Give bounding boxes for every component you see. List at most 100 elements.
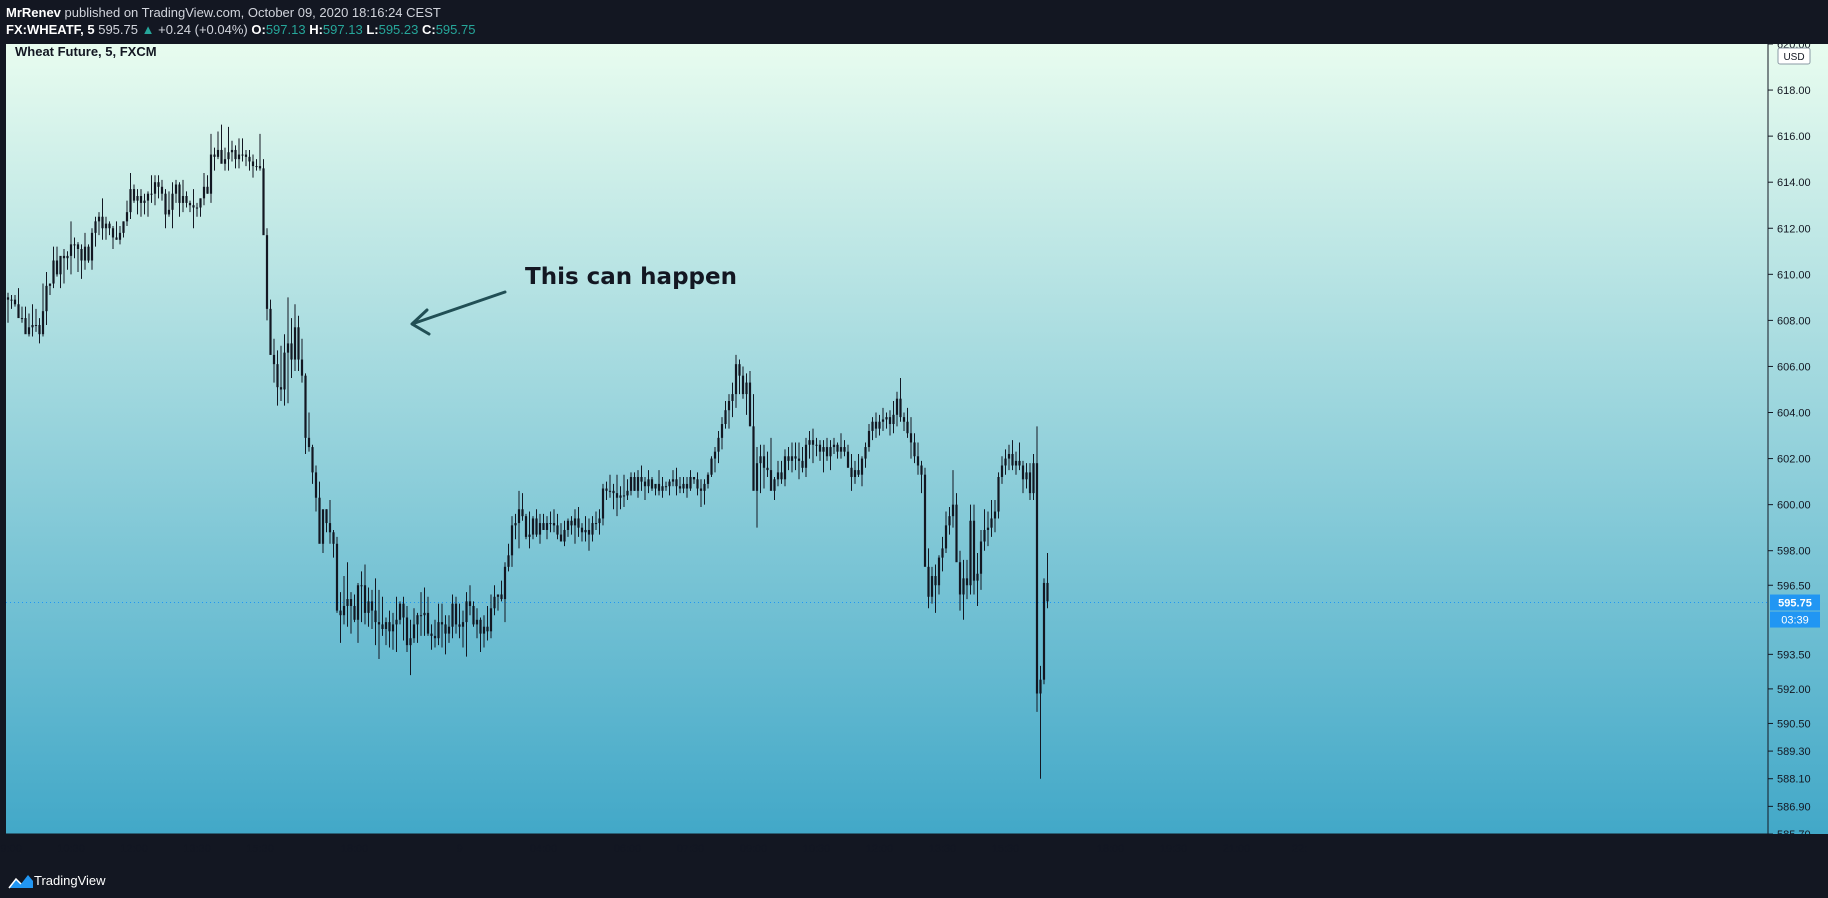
candle-body [234, 149, 237, 160]
candle [664, 481, 668, 491]
candle [447, 615, 451, 643]
candle [752, 394, 755, 491]
candle [636, 470, 640, 498]
candle [755, 447, 759, 528]
candles [6, 124, 1049, 779]
candle [258, 133, 262, 171]
candle-body [920, 465, 923, 475]
candle [514, 513, 517, 540]
candle-body [146, 193, 150, 201]
candlestick-chart[interactable]: 620.00618.00616.00614.00612.00610.00608.… [0, 44, 1828, 864]
price-tick-label: 610.00 [1777, 269, 1811, 281]
candle [374, 578, 377, 646]
candle-body [335, 543, 339, 611]
candle [272, 338, 276, 383]
candle-body [1021, 465, 1025, 480]
candle-body [153, 182, 157, 194]
candle-body [591, 523, 594, 535]
candle [160, 179, 164, 201]
candle [122, 221, 125, 238]
candle-body [1025, 472, 1028, 480]
candle [790, 442, 794, 473]
symbol-label[interactable]: FX:WHEATF, 5 [6, 22, 95, 37]
candle-body [787, 456, 790, 461]
currency-label[interactable]: USD [1783, 52, 1804, 63]
candle-body [710, 458, 713, 475]
footer-brand[interactable]: TradingView [34, 873, 106, 888]
candle-body [248, 156, 251, 162]
time-tick-label: 22: [1292, 843, 1307, 855]
candle [440, 603, 444, 648]
candle-body [384, 622, 388, 630]
candle [713, 447, 717, 473]
candle-body [850, 467, 853, 478]
candle-body [815, 444, 818, 446]
candle [895, 391, 899, 427]
candle-body [150, 193, 153, 195]
candle-body [531, 518, 535, 535]
candle [941, 536, 944, 572]
candle-body [500, 594, 503, 600]
candle-body [160, 186, 164, 194]
candle-body [507, 555, 510, 567]
candle-body [1004, 458, 1007, 466]
candle [535, 509, 538, 537]
candle [626, 479, 629, 501]
candle-body [783, 456, 787, 480]
candle-body [321, 509, 325, 544]
tradingview-logo-icon[interactable] [8, 872, 34, 890]
candle-body [87, 246, 90, 261]
candle [370, 589, 374, 630]
candle [542, 513, 545, 530]
candle-body [108, 223, 111, 229]
candle-body [76, 244, 80, 249]
candle-body [916, 456, 920, 466]
candle [678, 477, 682, 494]
candle-body [1032, 463, 1035, 494]
candle-body [703, 483, 706, 491]
candle-body [486, 626, 489, 632]
time-axis[interactable]: 09:00 10:30 12:00 13:30 15:30 18:00 9 04:00 06:0… [0, 834, 1307, 855]
candle-body [713, 451, 717, 459]
candle-body [584, 529, 587, 533]
candle [601, 483, 605, 526]
candle-body [444, 624, 447, 634]
candle [115, 221, 118, 240]
candle-body [619, 495, 622, 498]
candle [454, 596, 458, 634]
candle-body [220, 149, 223, 164]
candle-body [832, 444, 836, 448]
candle-body [185, 196, 188, 203]
candle [682, 477, 685, 494]
publisher-name[interactable]: MrRenev [6, 5, 61, 20]
candle-body [332, 532, 335, 544]
candle-body [101, 216, 104, 229]
candle [1000, 456, 1004, 484]
candle-body [675, 479, 678, 487]
candle-body [353, 605, 356, 620]
candle [780, 460, 783, 484]
header-bar: MrRenev published on TradingView.com, Oc… [0, 0, 1828, 44]
candle [517, 490, 521, 549]
candle-body [717, 437, 720, 452]
candle-body [524, 516, 528, 537]
candle-body [643, 481, 647, 487]
candle-body [755, 463, 759, 491]
published-text: published on TradingView.com, October 09… [64, 5, 441, 20]
candle-body [374, 610, 377, 623]
candle-body [552, 523, 556, 526]
symbol-info: FX:WHEATF, 5 595.75 ▲ +0.24 (+0.04%) O:5… [6, 22, 475, 37]
candle [136, 189, 139, 215]
price-axis[interactable]: 620.00618.00616.00614.00612.00610.00608.… [1768, 44, 1811, 841]
candle [573, 509, 577, 544]
candle-body [433, 635, 437, 639]
annotation[interactable]: This can happen [410, 264, 737, 336]
candle [433, 619, 437, 648]
candle-body [290, 343, 293, 360]
price-tick-label: 596.50 [1777, 580, 1811, 592]
candle [594, 511, 598, 530]
candle [153, 175, 157, 206]
candle-body [269, 308, 272, 355]
price-tick-label: 604.00 [1777, 408, 1811, 420]
candle-body [608, 490, 612, 492]
